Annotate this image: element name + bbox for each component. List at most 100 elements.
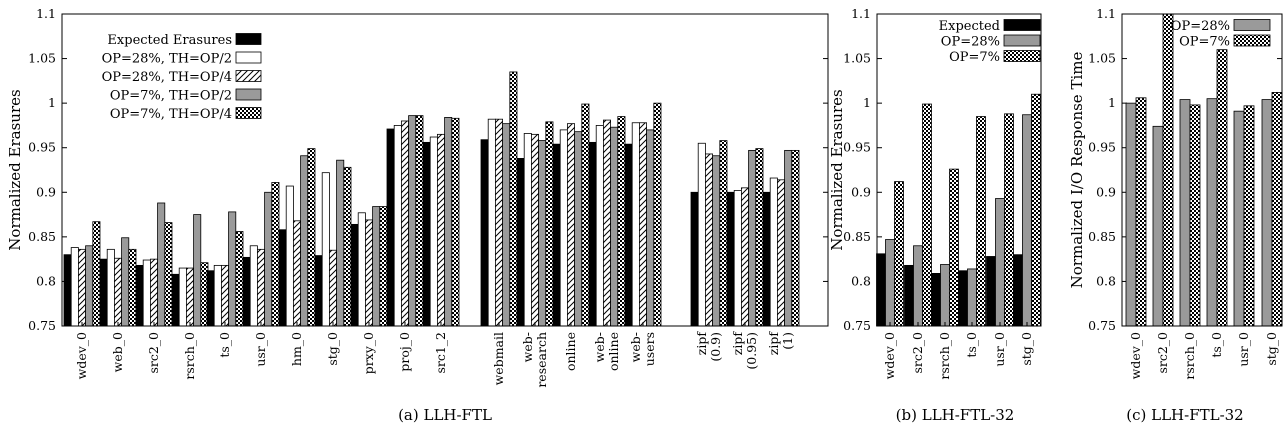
- bar: [350, 223, 359, 327]
- y-tick-label: 1: [863, 95, 871, 110]
- bar: [242, 256, 251, 327]
- y-tick-label: 0.9: [851, 184, 871, 199]
- bar: [777, 179, 786, 327]
- bar: [264, 191, 273, 327]
- bar: [357, 212, 366, 327]
- bar: [639, 122, 648, 327]
- x-tick-label: zipf(0.9): [694, 331, 723, 362]
- bar: [185, 267, 194, 327]
- bar: [1031, 93, 1041, 327]
- bar: [1261, 99, 1273, 327]
- bar: [610, 126, 619, 327]
- bar: [256, 248, 265, 327]
- x-tick-label-line: wdev_0: [74, 332, 89, 379]
- bar: [285, 185, 294, 327]
- bar: [531, 133, 540, 327]
- x-tick-label: prxy_0: [361, 332, 376, 374]
- bar: [726, 191, 735, 327]
- y-tick-label: 0.85: [1088, 229, 1116, 244]
- legend-swatch: [235, 70, 262, 82]
- x-tick-label-line: research: [534, 332, 549, 388]
- legend-swatch: [1003, 50, 1041, 62]
- bar: [193, 214, 202, 327]
- x-tick-label-line: online: [606, 332, 621, 371]
- bar: [213, 264, 222, 327]
- bar: [343, 166, 352, 327]
- bar: [164, 222, 173, 327]
- bar: [588, 141, 597, 327]
- legend-label: OP=7%, TH=OP/2: [110, 89, 232, 104]
- bar: [523, 133, 532, 327]
- x-tick-label: web-users: [628, 332, 657, 366]
- x-tick-label-line: (0.9): [708, 332, 723, 362]
- panel-caption: (c) LLH-FTL-32: [1126, 406, 1243, 424]
- y-tick-label: 0.95: [28, 140, 56, 155]
- bar: [271, 182, 280, 327]
- x-tick-label-line: (0.95): [744, 332, 759, 370]
- x-tick-label-line: src1_2: [433, 332, 448, 374]
- bar: [769, 177, 778, 327]
- x-tick-label-line: hm_0: [289, 332, 304, 366]
- x-tick-label: src2_0: [1155, 332, 1170, 374]
- x-tick-label: wdev_0: [882, 332, 897, 379]
- y-axis-label: Normalized Erasures: [6, 89, 24, 250]
- x-tick-label-line: zipf: [694, 331, 709, 356]
- bar: [922, 103, 932, 327]
- x-tick-label-line: src2_0: [146, 332, 161, 374]
- x-tick-label: hm_0: [289, 332, 304, 366]
- x-tick-label: web-research: [520, 332, 549, 388]
- bar: [386, 128, 395, 327]
- bar: [142, 259, 151, 327]
- legend-label: OP=7%: [1179, 35, 1230, 50]
- bar: [705, 153, 714, 327]
- bar: [733, 190, 742, 327]
- legend-label: OP=28%, TH=OP/4: [102, 70, 232, 85]
- bar: [321, 172, 330, 327]
- bar: [328, 249, 337, 327]
- bar: [913, 245, 923, 327]
- bar: [646, 129, 655, 327]
- bar: [603, 119, 612, 327]
- bar: [1206, 98, 1218, 327]
- bar: [949, 168, 959, 327]
- bar: [128, 248, 137, 327]
- bar: [894, 181, 904, 327]
- bar: [336, 159, 345, 327]
- y-tick-label: 0.85: [28, 229, 56, 244]
- x-tick-label-line: prxy_0: [361, 332, 376, 374]
- bar: [444, 117, 453, 327]
- bar: [314, 255, 323, 327]
- legend: Expected Erasures OP=28%, TH=OP/2 OP=28%, …: [102, 33, 262, 122]
- x-tick-label: rsrch_0: [182, 332, 197, 380]
- x-tick-label-line: proj_0: [397, 332, 412, 372]
- legend-swatch: [235, 88, 262, 101]
- bar: [178, 267, 187, 327]
- bar: [502, 123, 511, 327]
- y-tick-label: 1.05: [28, 51, 56, 66]
- bar: [931, 273, 941, 327]
- y-tick-label: 0.8: [851, 273, 871, 288]
- bar: [278, 229, 287, 327]
- bar: [85, 245, 94, 327]
- bar: [1189, 104, 1201, 327]
- plot-frame: [876, 13, 1042, 327]
- y-tick-label: 1.1: [36, 6, 56, 21]
- bar: [574, 131, 583, 327]
- y-tick-label: 0.85: [843, 229, 871, 244]
- bar: [1152, 125, 1164, 327]
- bar: [408, 115, 417, 327]
- bar: [1179, 99, 1191, 327]
- bar: [415, 115, 424, 327]
- bar: [235, 231, 244, 327]
- bar: [206, 270, 215, 327]
- legend-label: OP=28%, TH=OP/2: [102, 52, 232, 67]
- x-tick-label-line: zipf: [730, 331, 745, 356]
- bar: [690, 191, 699, 327]
- bar: [157, 202, 166, 327]
- bar: [885, 239, 895, 327]
- y-tick-label: 0.75: [843, 318, 871, 333]
- bar: [631, 122, 640, 327]
- x-tick-label: src1_2: [433, 332, 448, 374]
- x-tick-label-line: webmail: [491, 332, 506, 385]
- bar: [624, 143, 633, 327]
